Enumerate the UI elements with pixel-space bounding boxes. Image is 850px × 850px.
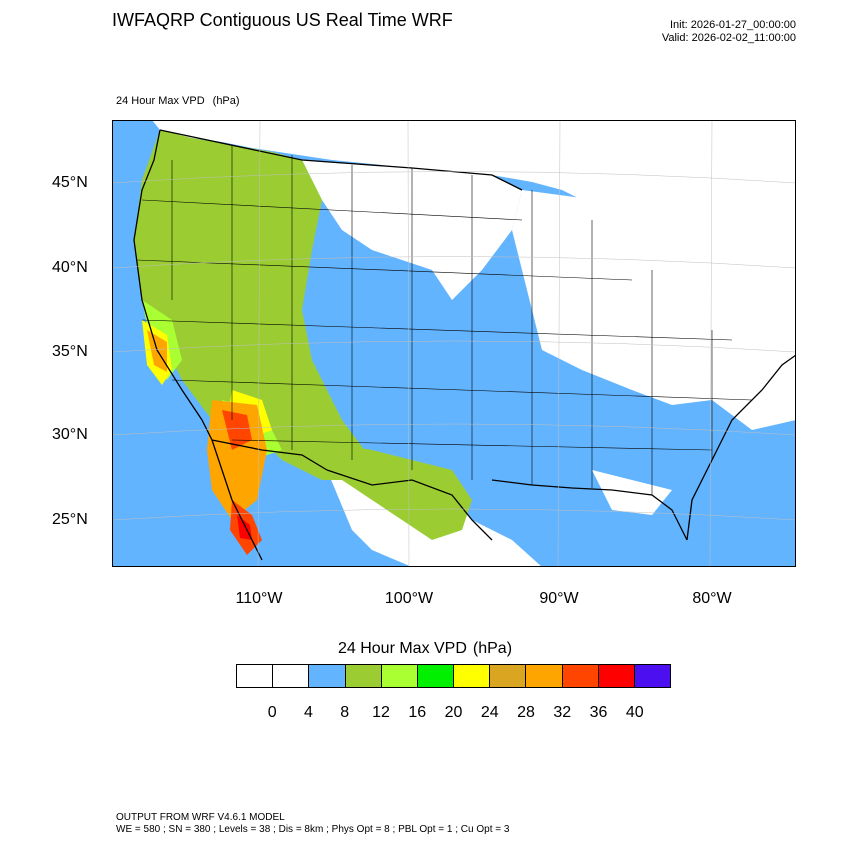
map-title: IWFAQRP Contiguous US Real Time WRF <box>112 10 453 30</box>
legend-swatch <box>526 665 563 687</box>
gridline-30n <box>112 423 796 436</box>
lat-label-45n: 45°N <box>52 174 88 191</box>
western-green <box>134 130 372 480</box>
lon-label-100w: 100°W <box>384 590 434 607</box>
gridline-45n <box>112 171 796 184</box>
legend-tick-label: 40 <box>625 704 644 721</box>
state-boundaries-horizontal <box>136 199 753 451</box>
pacific-coastline <box>133 129 263 561</box>
legend-tick-label: 28 <box>517 704 535 721</box>
gridline-35n <box>112 340 796 353</box>
valid-time: Valid: 2026-02-02_11:00:00 <box>661 32 796 44</box>
us-mexico-border <box>211 439 328 471</box>
lon-label-110w: 110°W <box>235 590 283 607</box>
field-label: 24 Hour Max VPD (hPa) <box>116 95 240 107</box>
lon-label-90w: 90°W <box>539 590 579 607</box>
legend-tick-label: 4 <box>304 704 313 721</box>
legend-tick-label: 0 <box>267 704 277 721</box>
gridline-25n <box>112 508 796 521</box>
init-time: Init: 2026-01-27_00:00:00 <box>670 19 796 31</box>
vpd-map <box>112 120 796 567</box>
field-unit: (hPa) <box>212 95 240 107</box>
gulf-coast-texas <box>326 469 493 541</box>
legend-tick-label: 20 <box>444 704 463 721</box>
legend-tick-label: 24 <box>480 704 499 721</box>
legend-title: 24 Hour Max VPD (hPa) <box>0 640 850 658</box>
vpd-map-canvas <box>112 120 796 567</box>
legend-swatch <box>598 665 635 687</box>
gridline-40n <box>112 256 796 269</box>
legend-tick-label: 36 <box>589 704 608 721</box>
gridline-90w <box>557 120 561 567</box>
lon-label-80w: 80°W <box>692 590 732 607</box>
sonora-orange <box>207 400 267 520</box>
legend-swatch <box>381 665 418 687</box>
legend-tick-label: 32 <box>553 704 572 721</box>
footer-model-config: WE = 580 ; SN = 380 ; Levels = 38 ; Dis … <box>116 824 510 835</box>
legend-swatch <box>309 665 346 687</box>
legend-swatch <box>237 665 274 687</box>
field-name: 24 Hour Max VPD <box>116 95 205 107</box>
lat-label-35n: 35°N <box>52 343 88 360</box>
legend-swatch <box>454 665 491 687</box>
gridline-110w <box>257 120 261 567</box>
atlantic-coastline <box>686 354 796 541</box>
footer-model-version: OUTPUT FROM WRF V4.6.1 MODEL <box>116 812 285 823</box>
gridline-100w <box>407 120 410 567</box>
legend-swatch <box>273 665 310 687</box>
legend-tick-label: 12 <box>372 704 390 721</box>
model-footer: OUTPUT FROM WRF V4.6.1 MODEL WE = 580 ; … <box>116 812 509 836</box>
color-legend <box>236 664 671 688</box>
legend-swatch <box>634 665 671 687</box>
lat-label-25n: 25°N <box>52 511 88 528</box>
state-boundaries-vertical <box>171 145 713 495</box>
lat-label-40n: 40°N <box>52 259 88 276</box>
eastern-us-area <box>512 190 796 430</box>
lat-label-30n: 30°N <box>52 426 88 443</box>
legend-swatch <box>562 665 599 687</box>
map-frame <box>112 120 796 567</box>
run-info: Init: 2026-01-27_00:00:00 Valid: 2026-02… <box>662 19 796 45</box>
legend-tick-label: 8 <box>340 704 350 721</box>
legend-swatch <box>417 665 455 687</box>
texas-green <box>312 440 472 540</box>
legend-swatch <box>490 665 527 687</box>
legend-tick-label: 16 <box>408 704 427 721</box>
legend-title-text: 24 Hour Max VPD <box>337 640 467 657</box>
gridline-80w <box>709 120 713 567</box>
legend-unit: (hPa) <box>472 640 513 657</box>
canada-area <box>112 120 796 360</box>
legend-swatch <box>345 665 382 687</box>
